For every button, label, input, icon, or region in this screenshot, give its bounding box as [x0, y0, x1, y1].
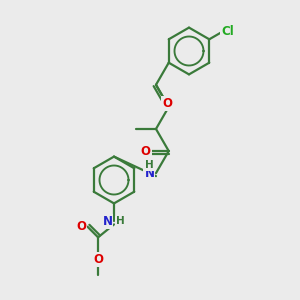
Text: O: O — [141, 145, 151, 158]
Text: N: N — [144, 167, 154, 180]
Text: H: H — [145, 160, 154, 170]
Text: N: N — [102, 215, 112, 228]
Text: H: H — [116, 216, 125, 226]
Text: O: O — [93, 253, 103, 266]
Text: Cl: Cl — [221, 25, 234, 38]
Text: O: O — [76, 220, 86, 233]
Text: O: O — [162, 97, 172, 110]
